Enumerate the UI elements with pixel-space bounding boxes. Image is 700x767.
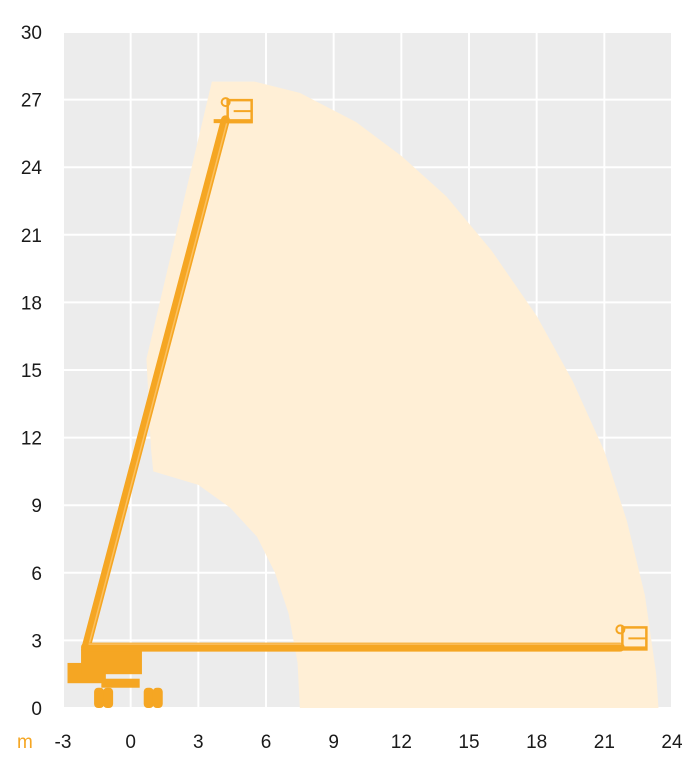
wheel bbox=[143, 687, 154, 708]
turret bbox=[81, 649, 142, 675]
y-tick-label: 6 bbox=[31, 564, 42, 585]
y-tick-label: 0 bbox=[31, 699, 42, 720]
y-tick-label: 21 bbox=[21, 226, 42, 247]
x-tick-label: 21 bbox=[594, 732, 615, 753]
x-tick-label: 3 bbox=[193, 732, 204, 753]
basket-floor bbox=[608, 646, 647, 651]
y-tick-label: 12 bbox=[21, 429, 42, 450]
wheel bbox=[94, 687, 105, 708]
x-tick-label: 12 bbox=[391, 732, 412, 753]
boom-position-horizontal bbox=[81, 624, 648, 652]
axle bbox=[101, 678, 140, 688]
x-axis: -3 0 3 6 9 12 15 18 21 24 bbox=[55, 732, 683, 753]
y-tick-label: 18 bbox=[21, 293, 42, 314]
operator bbox=[615, 624, 626, 635]
x-tick-label: 18 bbox=[526, 732, 547, 753]
wheel bbox=[152, 687, 163, 708]
x-tick-label: 0 bbox=[125, 732, 136, 753]
boom-position-vertical bbox=[81, 97, 253, 654]
working-envelope bbox=[146, 81, 659, 708]
operator bbox=[220, 97, 231, 108]
boom-highlight bbox=[87, 116, 230, 647]
y-tick-label: 24 bbox=[21, 158, 43, 179]
x-tick-label: -3 bbox=[55, 732, 72, 753]
y-axis: 0 3 6 9 12 15 18 21 24 27 30 bbox=[21, 23, 43, 720]
y-tick-label: 15 bbox=[21, 361, 42, 382]
y-tick-label: 9 bbox=[31, 496, 42, 517]
aerial-platform bbox=[67, 97, 648, 708]
x-tick-label: 15 bbox=[458, 732, 479, 753]
basket-floor bbox=[213, 119, 252, 124]
y-tick-label: 3 bbox=[31, 631, 42, 652]
x-tick-label: 6 bbox=[261, 732, 272, 753]
y-tick-label: 27 bbox=[21, 91, 42, 112]
x-tick-label: 24 bbox=[661, 732, 683, 753]
y-tick-label: 30 bbox=[21, 23, 42, 44]
wheel bbox=[103, 687, 114, 708]
x-tick-label: 9 bbox=[328, 732, 339, 753]
x-unit-label: m bbox=[17, 732, 33, 753]
boom bbox=[81, 115, 230, 654]
